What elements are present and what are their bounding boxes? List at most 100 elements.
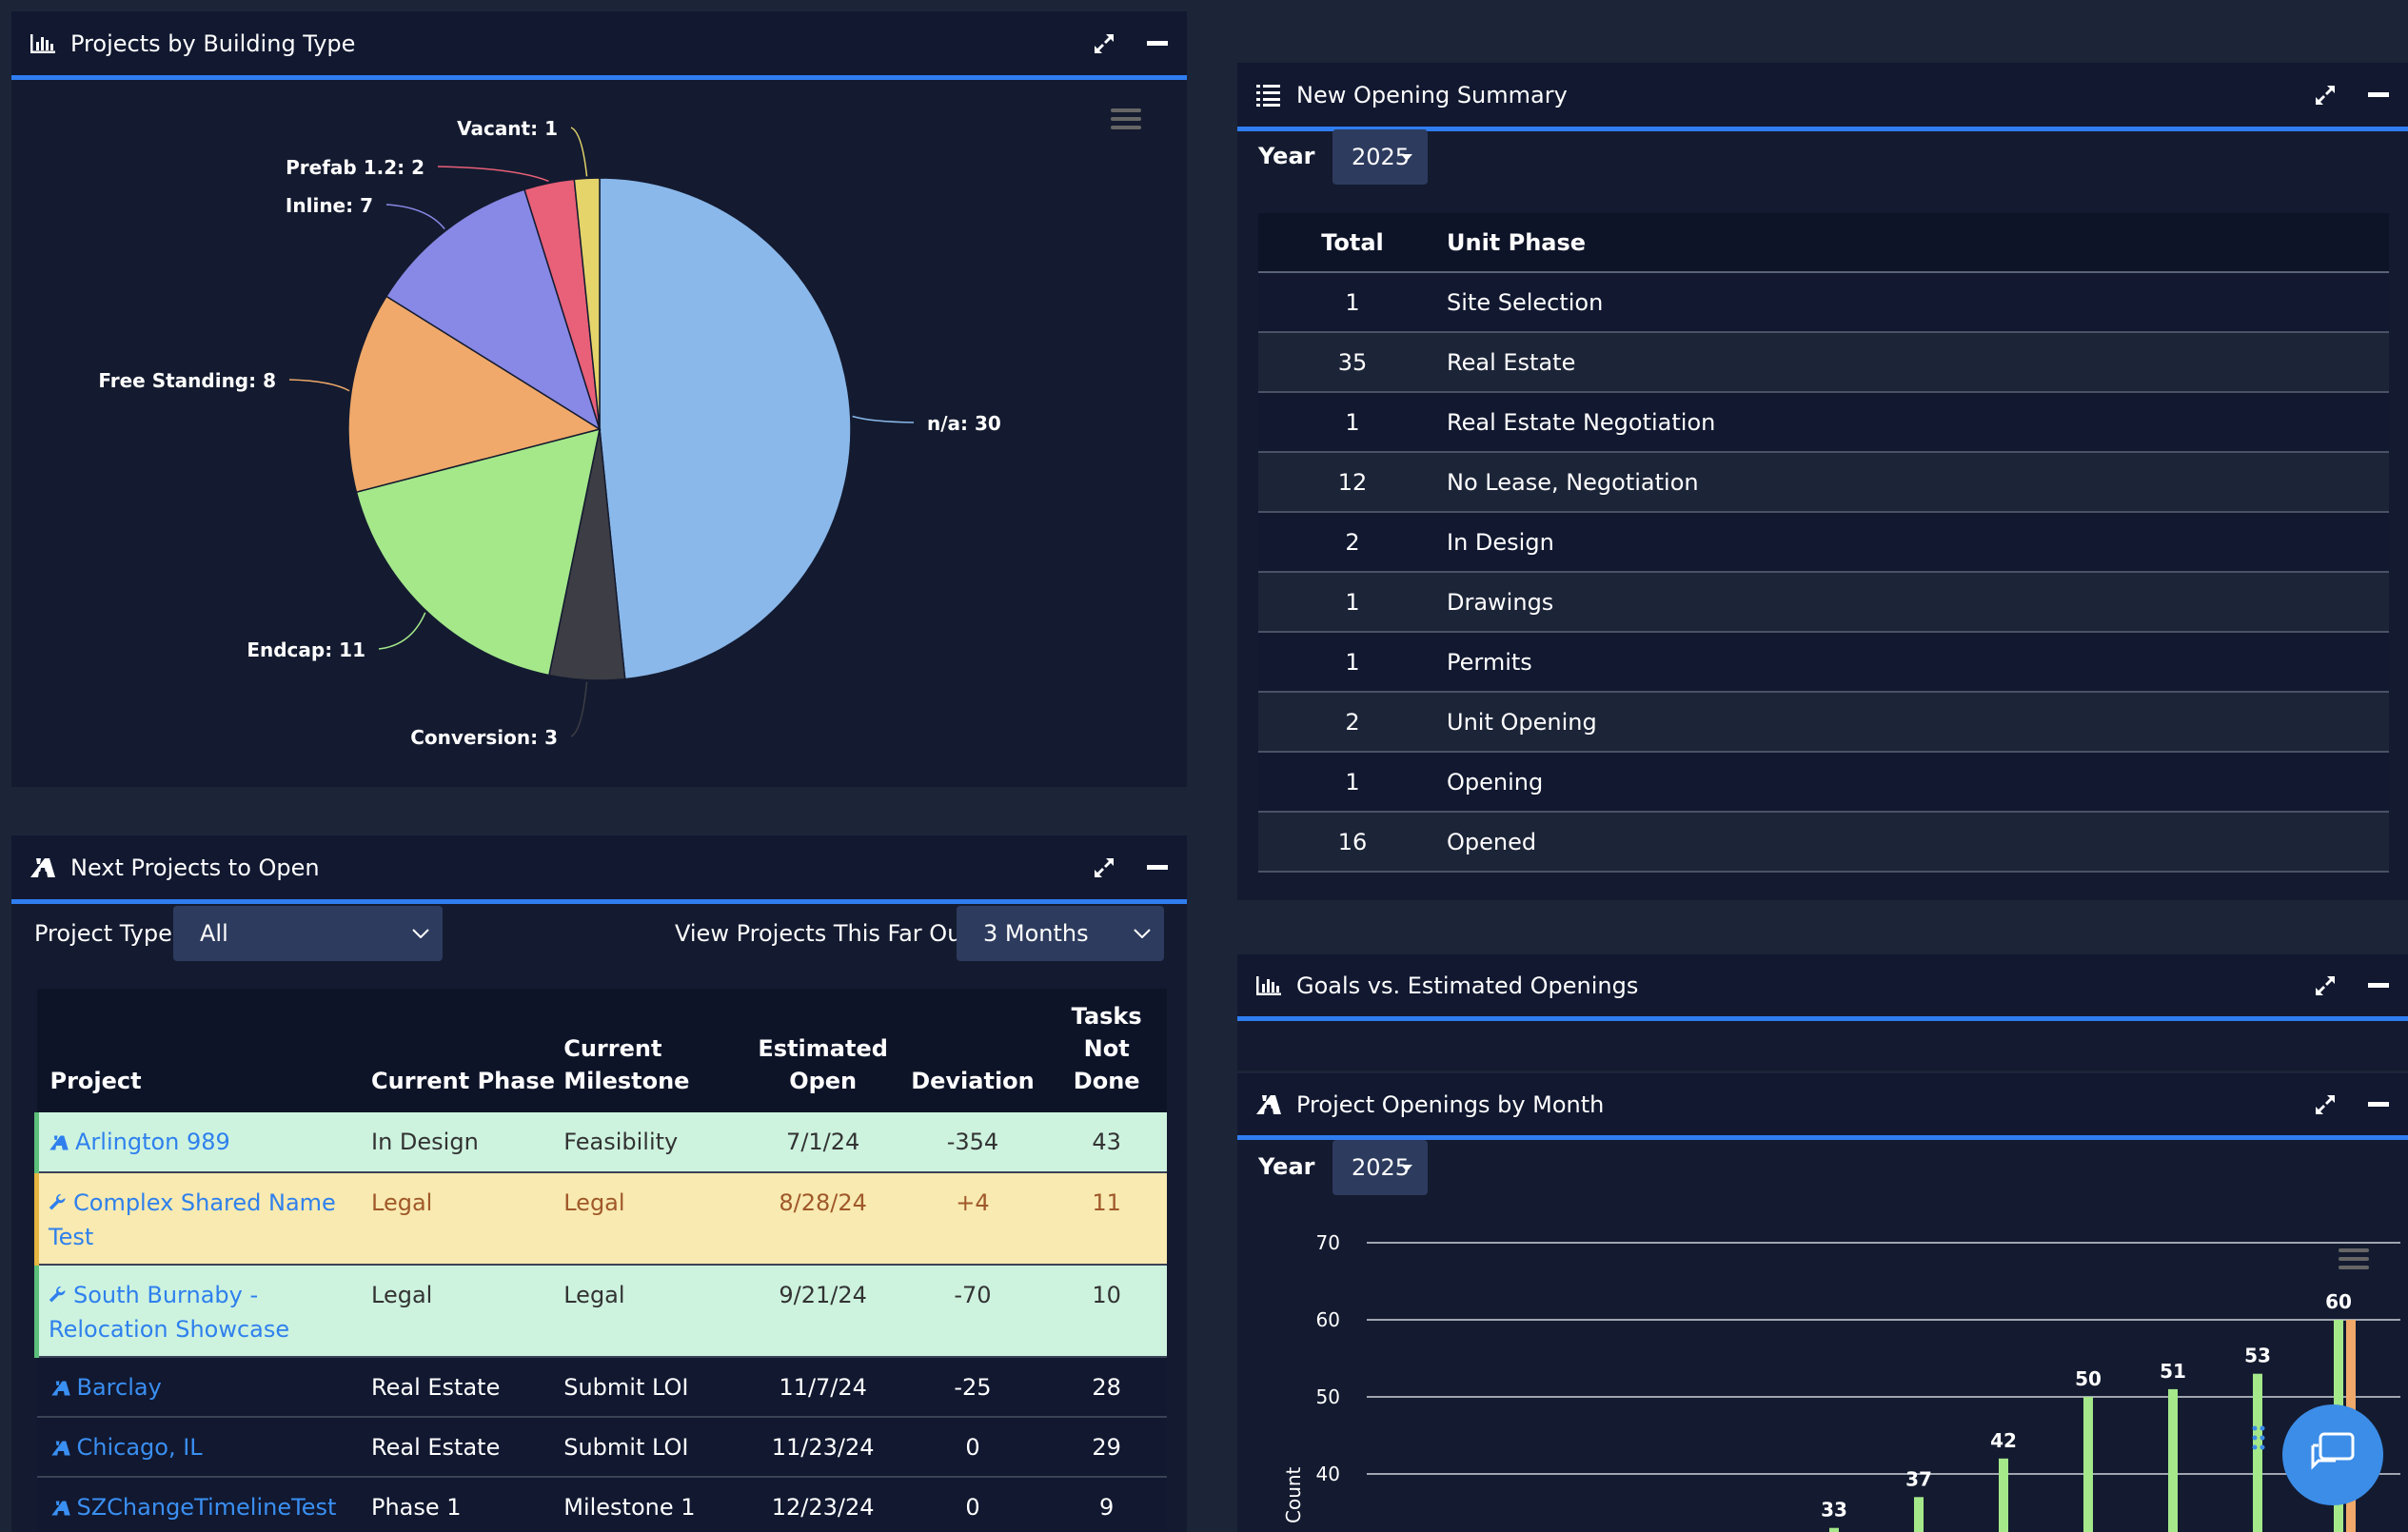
bar-chart-icon <box>1254 972 1283 999</box>
project-type-select[interactable]: All <box>173 906 443 961</box>
minimize-icon[interactable] <box>1145 31 1170 56</box>
col-unit-phase: Unit Phase <box>1447 213 2389 273</box>
cell-open: 11/7/24 <box>746 1357 899 1418</box>
pie-slice[interactable] <box>573 177 601 430</box>
cell-open: 8/28/24 <box>746 1172 899 1266</box>
chart-menu-icon[interactable] <box>2339 1245 2371 1273</box>
road-icon <box>29 854 57 881</box>
table-row: 2 Unit Opening <box>1258 692 2389 753</box>
far-out-select[interactable]: 3 Months <box>957 906 1164 961</box>
expand-icon[interactable] <box>1092 855 1116 880</box>
cell-tasks: 29 <box>1046 1417 1167 1478</box>
chat-button[interactable] <box>2282 1404 2383 1505</box>
minimize-icon[interactable] <box>2366 83 2391 108</box>
road-icon <box>49 1128 69 1160</box>
cell-deviation: +4 <box>898 1172 1047 1266</box>
wrench-icon <box>49 1188 68 1221</box>
pie-data-label: Prefab 1.2: 2 <box>286 156 424 179</box>
cell-unit-phase: Drawings <box>1447 572 2389 633</box>
pie-connector <box>852 415 915 423</box>
minimize-icon[interactable] <box>1145 855 1170 880</box>
expand-icon[interactable] <box>1092 31 1116 56</box>
chevron-down-icon <box>412 929 429 938</box>
cell-milestone: Legal <box>563 1172 747 1266</box>
pie-connector <box>288 379 350 392</box>
far-out-value: 3 Months <box>983 920 1089 947</box>
cell-deviation: -25 <box>898 1357 1047 1418</box>
table-row: SZChangeTimelineTest Phase 1 Milestone 1… <box>36 1477 1167 1532</box>
pie-connector <box>437 166 549 183</box>
bar[interactable] <box>2253 1373 2262 1532</box>
cell-total: 1 <box>1258 392 1447 453</box>
col-deviation: Deviation <box>898 989 1047 1112</box>
pie-slice[interactable] <box>599 177 852 680</box>
y-tick-label: 40 <box>1316 1463 1340 1485</box>
pie-slice[interactable] <box>347 295 602 494</box>
bar-data-label: 42 <box>1990 1429 2017 1452</box>
drag-handle-dot <box>2252 1425 2258 1431</box>
cell-unit-phase: Permits <box>1447 632 2389 693</box>
bar-chart-icon <box>29 30 57 57</box>
cell-milestone: Legal <box>563 1265 747 1358</box>
table-row: 1 Real Estate Negotiation <box>1258 392 2389 453</box>
panel-title: Projects by Building Type <box>70 29 356 57</box>
cell-unit-phase: Real Estate Negotiation <box>1447 392 2389 453</box>
chat-icon <box>2309 1432 2357 1478</box>
minimize-icon[interactable] <box>2366 973 2391 998</box>
table-row: 12 No Lease, Negotiation <box>1258 452 2389 513</box>
cell-phase: Real Estate <box>371 1357 564 1418</box>
expand-icon[interactable] <box>2313 973 2338 998</box>
year-select[interactable]: 2025 <box>1332 129 1428 185</box>
openings-by-month-panel: Project Openings by Month Year 2025 70 60… <box>1237 1073 2408 1532</box>
cell-total: 35 <box>1258 332 1447 393</box>
project-link[interactable]: Chicago, IL <box>76 1434 203 1461</box>
cell-total: 2 <box>1258 512 1447 573</box>
minimize-icon[interactable] <box>2366 1092 2391 1117</box>
pie-data-label: Endcap: 11 <box>247 638 365 661</box>
table-row: 1 Opening <box>1258 752 2389 813</box>
bar[interactable] <box>2168 1388 2178 1532</box>
pie-slice[interactable] <box>385 188 602 431</box>
bar-data-label: 60 <box>2325 1290 2352 1313</box>
cell-deviation: -70 <box>898 1265 1047 1358</box>
chart-menu-icon[interactable] <box>1111 105 1143 133</box>
cell-unit-phase: Real Estate <box>1447 332 2389 393</box>
year-select[interactable]: 2025 <box>1332 1140 1428 1195</box>
cell-total: 12 <box>1258 452 1447 513</box>
project-type-value: All <box>200 920 228 947</box>
cell-phase: Real Estate <box>371 1417 564 1478</box>
cell-unit-phase: Unit Opening <box>1447 692 2389 753</box>
pie-slice[interactable] <box>355 427 601 677</box>
project-link[interactable]: Barclay <box>76 1374 162 1401</box>
expand-icon[interactable] <box>2313 1092 2338 1117</box>
cell-tasks: 28 <box>1046 1357 1167 1418</box>
project-link[interactable]: South Burnaby - Relocation Showcase <box>49 1282 290 1343</box>
panel-title: New Opening Summary <box>1296 81 1568 108</box>
bar[interactable] <box>1999 1458 2008 1532</box>
pie-data-label: n/a: 30 <box>927 412 1001 435</box>
panel-title: Goals vs. Estimated Openings <box>1296 972 1639 999</box>
project-link[interactable]: Arlington 989 <box>75 1129 230 1155</box>
next-projects-table: Project Current Phase Current Milestone E… <box>34 989 1167 1532</box>
expand-icon[interactable] <box>2313 83 2338 108</box>
project-type-label: Project Type: <box>34 920 180 947</box>
panel-header: Projects by Building Type <box>11 11 1187 80</box>
bar-data-label: 37 <box>1905 1467 1932 1490</box>
table-row: Complex Shared Name Test Legal Legal 8/28… <box>34 1172 1167 1266</box>
table-row: 1 Permits <box>1258 632 2389 693</box>
pie-connector <box>378 612 426 650</box>
year-select-value: 2025 <box>1352 144 1411 170</box>
cell-total: 1 <box>1258 272 1447 333</box>
drag-handle-dot <box>2252 1444 2258 1450</box>
bar-data-label: 33 <box>1821 1499 1847 1522</box>
bar[interactable] <box>1829 1527 1839 1532</box>
far-out-label: View Projects This Far Out: <box>675 920 978 947</box>
cell-phase: Legal <box>371 1265 564 1358</box>
project-link[interactable]: Complex Shared Name Test <box>49 1189 336 1250</box>
goals-panel: Goals vs. Estimated Openings <box>1237 954 2408 1070</box>
bar[interactable] <box>1914 1497 1924 1532</box>
table-row: Arlington 989 In Design Feasibility 7/1/… <box>34 1112 1167 1173</box>
project-link[interactable]: SZChangeTimelineTest <box>76 1494 337 1521</box>
building-type-pie-chart: n/a: 30 Conversion: 3 Endcap: 11 Free Stand… <box>98 117 1001 749</box>
bar[interactable] <box>2083 1397 2093 1532</box>
